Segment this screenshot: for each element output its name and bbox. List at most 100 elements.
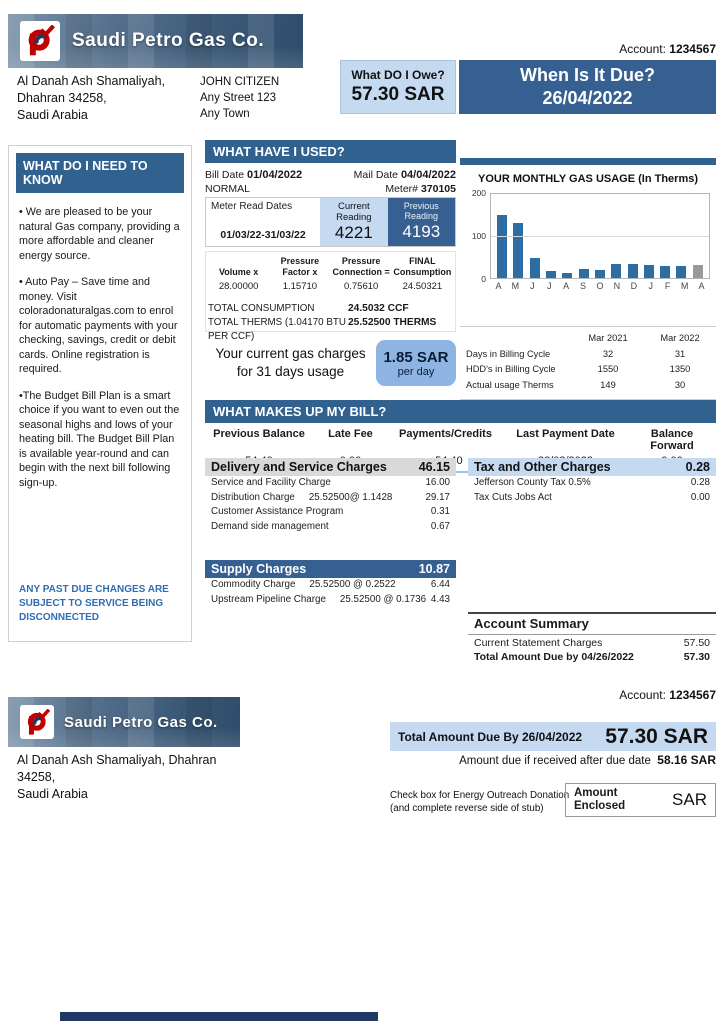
due-label: When Is It Due? <box>520 65 655 85</box>
account-summary: Account Summary Current Statement Charge… <box>468 612 716 663</box>
consumption-calc-table: Volume x 28.00000 Pressure Factor x 1.15… <box>205 251 456 342</box>
account-number-top: Account: 1234567 <box>619 42 716 56</box>
late-amount-row: Amount due if received after due date 58… <box>459 753 716 767</box>
owe-label: What DO I Owe? <box>351 68 445 82</box>
x-tick-label: S <box>580 281 587 291</box>
bill-section-title: WHAT MAKES UP MY BILL? <box>205 400 716 423</box>
company-name: Saudi Petro Gas Co. <box>64 713 218 731</box>
charge-row: Upstream Pipeline Charge 25.52500 @ 0.173… <box>211 593 450 605</box>
status-meter-row: NORMAL Meter# 370105 <box>205 183 456 195</box>
meter-read-dates-cell: Meter Read Dates 01/03/22-31/03/22 <box>206 198 321 246</box>
due-date-box: When Is It Due? 26/04/2022 <box>459 60 716 114</box>
x-tick-label: J <box>648 281 654 291</box>
service-address: Al Danah Ash Shamaliyah, Dhahran 34258, … <box>17 74 166 122</box>
usage-bar <box>692 264 703 278</box>
chart-y-axis: 0 100 200 <box>466 188 490 284</box>
y-tick-label: 200 <box>471 188 486 198</box>
daily-charge-note: Your current gas charges for 31 days usa… <box>215 346 366 379</box>
daily-charge-row: Your current gas charges for 31 days usa… <box>205 340 456 386</box>
sidebar-title: WHAT DO I NEED TO KNOW <box>16 153 184 193</box>
delivery-supply-charges: Delivery and Service Charges 46.15 Servic… <box>205 458 456 607</box>
usage-bar <box>529 258 540 278</box>
usage-bar <box>594 269 605 278</box>
info-sidebar: WHAT DO I NEED TO KNOW • We are pleased … <box>8 145 192 642</box>
x-tick-label: J <box>530 281 535 291</box>
tax-charges-and-summary: Tax and Other Charges 0.28 Jefferson Coun… <box>468 458 716 663</box>
donation-note: Check box for Energy Outreach Donation (… <box>390 790 570 814</box>
x-tick-label: F <box>664 281 671 291</box>
usage-section-title: WHAT HAVE I USED? <box>205 140 456 163</box>
charge-row: Service and Facility Charge 16.00 <box>211 477 450 488</box>
usage-bar <box>643 265 654 278</box>
usage-bar <box>497 215 508 278</box>
owe-value: 57.30 SAR <box>351 84 445 105</box>
table-row: Total Amount Due by 04/26/2022 57.30 <box>474 651 710 663</box>
table-row: Actual usage Therms 149 30 <box>466 379 686 390</box>
x-tick-label: O <box>596 281 604 291</box>
daily-rate-badge: 1.85 SAR per day <box>376 340 456 386</box>
usage-bar <box>578 268 589 278</box>
amount-enclosed-label: Amount Enclosed <box>574 787 626 812</box>
y-tick-label: 100 <box>471 231 486 241</box>
account-number-stub: Account: 1234567 <box>619 688 716 702</box>
usage-bar <box>676 266 687 278</box>
usage-bar <box>627 264 638 278</box>
total-consumption-row: TOTAL CONSUMPTION 24.5032 CCF <box>208 303 409 314</box>
sidebar-bullet-2: • Auto Pay – Save time and money. Visit … <box>19 276 178 375</box>
usage-bar <box>513 223 524 278</box>
charge-row: Commodity Charge 25.52500 @ 0.2522 6.44 <box>211 579 450 590</box>
status-text: NORMAL <box>205 183 250 195</box>
table-row: Current Statement Charges 57.50 <box>474 637 710 649</box>
usage-bar <box>546 271 557 278</box>
x-tick-label: A <box>563 281 570 291</box>
usage-bar <box>611 264 622 278</box>
x-tick-label: A <box>495 281 502 291</box>
volume-value: 28.00000 <box>218 281 259 292</box>
tax-charges-header: Tax and Other Charges 0.28 <box>468 458 716 476</box>
stub-address: Al Danah Ash Shamaliyah, Dhahran 34258, … <box>17 753 217 801</box>
usage-bar <box>562 273 573 278</box>
final-consumption-value: 24.50321 <box>402 281 443 292</box>
chart-title: YOUR MONTHLY GAS USAGE (In Therms) <box>477 173 699 185</box>
charge-row: Customer Assistance Program 0.31 <box>211 506 450 517</box>
x-tick-label: M <box>511 281 520 291</box>
amount-enclosed-field[interactable]: Amount Enclosed SAR <box>565 783 716 817</box>
company-name: Saudi Petro Gas Co. <box>72 30 265 51</box>
charge-row: Demand side management 0.67 <box>211 520 450 532</box>
sidebar-bullet-1: • We are pleased to be your natural Gas … <box>19 206 180 262</box>
x-tick-label: N <box>613 281 621 291</box>
amount-owed-box: What DO I Owe? 57.30 SAR <box>340 60 456 114</box>
x-tick-label: D <box>630 281 638 291</box>
x-tick-label: J <box>546 281 552 291</box>
total-due-bar: Total Amount Due By 26/04/2022 57.30 SAR <box>390 722 716 751</box>
past-due-warning: ANY PAST DUE CHANGES ARE SUBJECT TO SERV… <box>19 584 169 623</box>
table-row: HDD's in Billing Cycle 1550 1350 <box>466 364 691 374</box>
billing-comparison-table: Mar 2021 Mar 2022 Days in Billing Cycle … <box>460 326 716 400</box>
x-tick-label: M <box>680 281 689 291</box>
meter-read-table: Meter Read Dates 01/03/22-31/03/22 Curre… <box>205 197 456 247</box>
supply-charges-header: Supply Charges 10.87 <box>205 560 456 578</box>
company-logo-icon <box>20 21 60 61</box>
delivery-charges-header: Delivery and Service Charges 46.15 <box>205 458 456 476</box>
current-reading-cell: Current Reading 4221 <box>320 198 388 246</box>
table-row: Days in Billing Cycle 32 31 <box>466 348 686 359</box>
sidebar-bullet-3: •The Budget Bill Plan is a smart choice … <box>19 389 180 489</box>
company-banner: Saudi Petro Gas Co. <box>8 14 303 68</box>
chart-top-bar <box>460 158 716 165</box>
charge-row: Jefferson County Tax 0.5% 0.28 <box>474 477 710 488</box>
charge-row: Distribution Charge 25.52500@ 1.1428 29.17 <box>211 491 450 503</box>
pressure-factor-value: 1.15710 <box>282 281 318 292</box>
bill-mail-dates: Bill Date 01/04/2022 Mail Date 04/04/202… <box>205 169 456 181</box>
company-logo-icon <box>20 705 54 739</box>
due-value: 26/04/2022 <box>542 88 633 108</box>
chart-plot <box>490 193 710 279</box>
pressure-connection-value: 0.75610 <box>343 281 379 292</box>
usage-bar <box>660 265 671 278</box>
previous-reading-cell: Previous Reading 4193 <box>387 198 455 246</box>
usage-chart-panel: YOUR MONTHLY GAS USAGE (In Therms) 0 100 2… <box>460 158 716 291</box>
footer-stripe <box>60 1012 378 1021</box>
total-therms-row: TOTAL THERMS (1.04170 BTU PER CCF) 25.52… <box>208 317 437 342</box>
currency-label: SAR <box>672 790 707 809</box>
